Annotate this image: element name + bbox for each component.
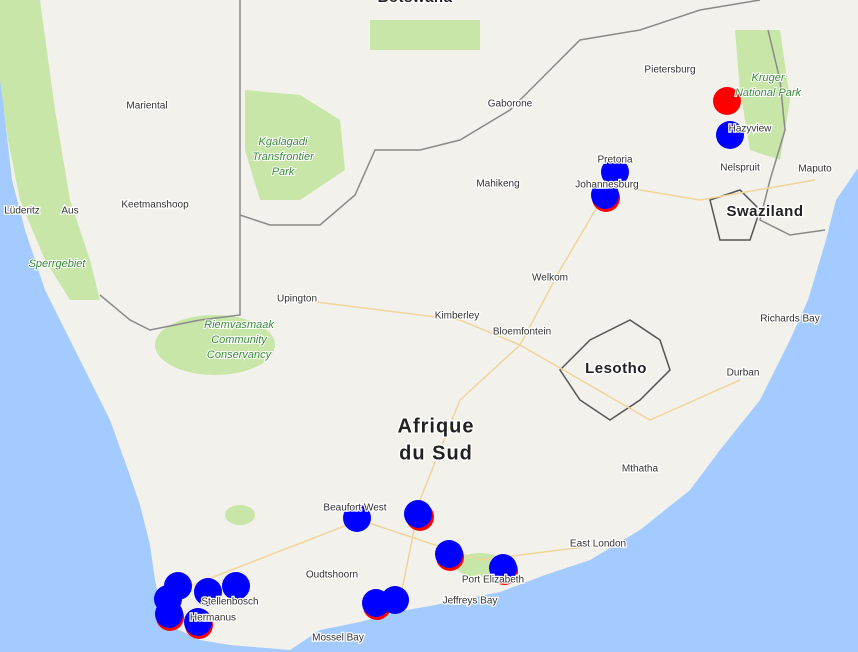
place-label: Mariental bbox=[126, 101, 167, 112]
place-label: Gaborone bbox=[488, 99, 533, 110]
country-label: du Sud bbox=[399, 442, 473, 464]
place-label: Pretoria bbox=[597, 155, 632, 166]
park-label: Kgalagadi bbox=[259, 136, 308, 148]
park-label: National Park bbox=[735, 87, 802, 99]
marker-blue bbox=[154, 121, 744, 636]
park-label: Park bbox=[272, 166, 295, 178]
park-label: Community bbox=[211, 334, 268, 346]
neighbour-label: Swaziland bbox=[726, 203, 803, 220]
park-label: Riemvasmaak bbox=[204, 319, 274, 331]
place-label: Johannesburg bbox=[575, 180, 638, 191]
place-label: Mossel Bay bbox=[312, 633, 364, 644]
place-label: Lüderitz bbox=[4, 206, 40, 217]
place-label: East London bbox=[570, 539, 626, 550]
borders bbox=[99, 0, 826, 421]
place-label: Upington bbox=[277, 294, 317, 305]
place-label: Oudtshoorn bbox=[306, 570, 358, 581]
country-label: Afrique bbox=[398, 415, 475, 437]
place-label: Jeffreys Bay bbox=[443, 596, 498, 607]
place-label: Hazyview bbox=[729, 124, 773, 135]
neighbour-label: Botswana bbox=[378, 0, 453, 6]
place-label: Beaufort West bbox=[323, 503, 386, 514]
markers bbox=[154, 87, 744, 639]
place-label: Welkom bbox=[532, 273, 568, 284]
park-label: Kruger bbox=[751, 72, 785, 84]
place-label: Nelspruit bbox=[720, 163, 760, 174]
park-label: Sperrgebiet bbox=[29, 258, 87, 270]
place-label: Pietersburg bbox=[644, 65, 695, 76]
place-label: Port Elizabeth bbox=[462, 575, 524, 586]
place-label: Mthatha bbox=[622, 464, 659, 475]
place-label: Keetmanshoop bbox=[121, 200, 189, 211]
place-label: Kimberley bbox=[435, 311, 479, 322]
place-label: Bloemfontein bbox=[493, 327, 551, 338]
park-label: Conservancy bbox=[207, 349, 273, 361]
place-label: Stellenbosch bbox=[201, 597, 258, 608]
place-label: Maputo bbox=[798, 164, 832, 175]
place-label: Durban bbox=[727, 368, 760, 379]
place-label: Aus bbox=[61, 206, 78, 217]
place-label: Richards Bay bbox=[760, 314, 819, 325]
place-label: Mahikeng bbox=[476, 179, 519, 190]
neighbour-label: Lesotho bbox=[585, 360, 647, 377]
park-label: Transfrontier bbox=[252, 151, 315, 163]
place-label: Hermanus bbox=[190, 613, 236, 624]
